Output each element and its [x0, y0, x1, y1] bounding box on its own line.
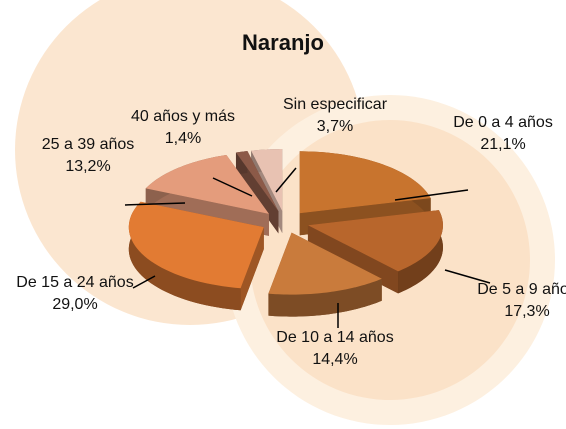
value-label: 21,1% — [480, 136, 526, 153]
chart-title: Naranjo — [242, 30, 324, 55]
category-label: 40 años y más — [130, 108, 236, 125]
category-label: De 10 a 14 años — [276, 329, 394, 346]
value-label: 3,7% — [316, 118, 354, 135]
leader-line — [132, 275, 156, 289]
value-label: 29,0% — [52, 296, 98, 313]
slice-wall — [398, 210, 443, 294]
value-label: 17,3% — [504, 303, 550, 320]
leader-line — [275, 167, 297, 193]
slice — [251, 149, 283, 212]
data-label: Sin especificar 3,7% — [270, 94, 400, 138]
slice — [145, 154, 269, 214]
data-label: 40 años y más 1,4% — [118, 106, 248, 150]
category-label: 25 a 39 años — [41, 136, 135, 153]
slice — [268, 232, 382, 295]
slice-wall — [268, 278, 382, 317]
pie — [128, 149, 443, 317]
leader-line — [212, 177, 253, 197]
slice — [299, 151, 431, 214]
data-label: De 10 a 14 años 14,4% — [270, 327, 400, 371]
category-label: Sin especificar — [282, 96, 388, 113]
slice — [128, 201, 264, 289]
slice — [235, 151, 279, 212]
value-label: 13,2% — [65, 158, 111, 175]
leader-line — [124, 202, 186, 206]
data-label: De 5 a 9 años 17,3% — [462, 279, 566, 323]
category-label: De 15 a 24 años — [16, 274, 134, 291]
data-label: 25 a 39 años 13,2% — [23, 134, 153, 178]
value-label: 14,4% — [312, 351, 358, 368]
category-label: De 0 a 4 años — [453, 114, 553, 131]
leader-line — [394, 189, 469, 201]
category-label: De 5 a 9 años — [477, 281, 566, 298]
leader-lines — [124, 167, 491, 328]
leader-line — [444, 269, 491, 284]
data-label: De 0 a 4 años 21,1% — [438, 112, 566, 156]
slice-wall — [128, 201, 241, 311]
data-label: De 15 a 24 años 29,0% — [10, 272, 140, 316]
value-label: 1,4% — [164, 130, 202, 147]
slice — [307, 210, 443, 272]
